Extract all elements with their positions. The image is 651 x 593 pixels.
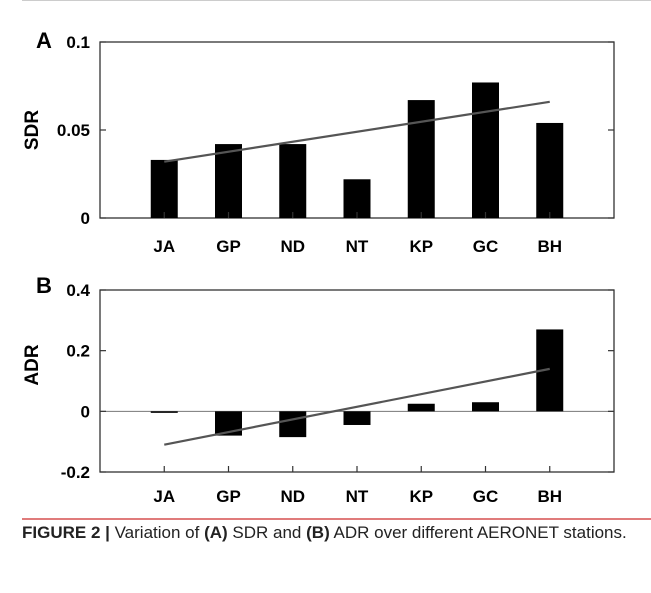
panel-a-bar-nt bbox=[343, 179, 371, 218]
panel-b-ytick-label: -0.2 bbox=[61, 463, 90, 482]
panel-a-trendline-group bbox=[164, 100, 550, 163]
caption-text-2: SDR and bbox=[227, 523, 307, 542]
panel-b-bars bbox=[150, 329, 564, 438]
panel-b-xtick-label-ja: JA bbox=[153, 487, 175, 506]
panel-a-bar-gp bbox=[215, 144, 242, 218]
panel-b-xtick-label-nt: NT bbox=[346, 487, 369, 506]
figure-caption: FIGURE 2 | Variation of (A) SDR and (B) … bbox=[22, 522, 642, 544]
panel-a-xtick-label-nd: ND bbox=[280, 237, 305, 256]
panel-b-bar-nd bbox=[279, 411, 307, 438]
panel-b-trendline-group bbox=[164, 367, 550, 446]
panel-a-trendline bbox=[164, 100, 550, 163]
panel-b-x-axis: JA GP ND NT KP GC BH bbox=[153, 466, 562, 506]
panel-a-bar-kp bbox=[407, 100, 435, 218]
panel-b-ytick-label: 0 bbox=[81, 402, 90, 421]
panel-b-xtick-label-kp: KP bbox=[409, 487, 433, 506]
panel-b-y-axis: -0.2 0 0.2 0.4 bbox=[61, 281, 614, 482]
panel-a-bar-gc bbox=[472, 82, 499, 218]
panel-a-bar-ja bbox=[150, 159, 178, 218]
chart-figure: A SDR 0 0.05 0.1 JA GP ND NT KP GC BH B ADR -0.2… bbox=[22, 28, 615, 506]
panel-a-ytick-label: 0.1 bbox=[66, 33, 90, 52]
panel-a-xtick-label-kp: KP bbox=[409, 237, 433, 256]
panel-a-xtick-label-bh: BH bbox=[537, 237, 562, 256]
panel-b-adr-chart: B ADR -0.2 0 0.2 0.4 JA GP ND NT KP GC BH bbox=[22, 273, 615, 506]
panel-a-xtick-label-gc: GC bbox=[473, 237, 499, 256]
panel-b-xtick-label-bh: BH bbox=[537, 487, 562, 506]
panel-b-xtick-label-gp: GP bbox=[216, 487, 241, 506]
panel-b-xtick-label-nd: ND bbox=[280, 487, 305, 506]
panel-b-ytick-label: 0.4 bbox=[66, 281, 90, 300]
panel-b-bar-kp bbox=[407, 403, 435, 412]
caption-text-1: Variation of bbox=[114, 523, 205, 542]
panel-b-bar-nt bbox=[343, 411, 371, 425]
panel-a-y-axis: 0 0.05 0.1 bbox=[57, 33, 614, 228]
panel-a-x-axis: JA GP ND NT KP GC BH bbox=[153, 212, 562, 256]
panel-a-ylabel: SDR bbox=[22, 110, 43, 150]
panel-a-ytick-label: 0.05 bbox=[57, 121, 90, 140]
panel-a-xtick-label-ja: JA bbox=[153, 237, 175, 256]
panel-b-bar-gc bbox=[472, 402, 499, 412]
panel-a-xtick-label-nt: NT bbox=[346, 237, 369, 256]
panel-a-ytick-label: 0 bbox=[81, 209, 90, 228]
panel-b-ytick-label: 0.2 bbox=[66, 342, 90, 361]
top-divider bbox=[22, 0, 651, 1]
caption-text-3: ADR over different AERONET stations. bbox=[329, 523, 627, 542]
caption-divider bbox=[22, 518, 651, 520]
panel-a-bar-nd bbox=[279, 144, 307, 218]
panel-a-xtick-label-gp: GP bbox=[216, 237, 241, 256]
panel-b-label: B bbox=[36, 273, 52, 298]
panel-a-bars bbox=[150, 82, 564, 218]
caption-prefix: FIGURE 2 | bbox=[22, 523, 115, 542]
panel-b-xtick-label-gc: GC bbox=[473, 487, 499, 506]
panel-b-trendline bbox=[164, 367, 550, 446]
caption-ref-a: (A) bbox=[204, 523, 228, 542]
panel-b-bar-ja bbox=[150, 411, 178, 413]
panel-b-ylabel: ADR bbox=[22, 344, 43, 385]
panel-a-label: A bbox=[36, 28, 52, 53]
panel-a-bar-bh bbox=[536, 122, 564, 218]
caption-ref-b: (B) bbox=[306, 523, 330, 542]
panel-a-sdr-chart: A SDR 0 0.05 0.1 JA GP ND NT KP GC BH bbox=[22, 28, 615, 256]
